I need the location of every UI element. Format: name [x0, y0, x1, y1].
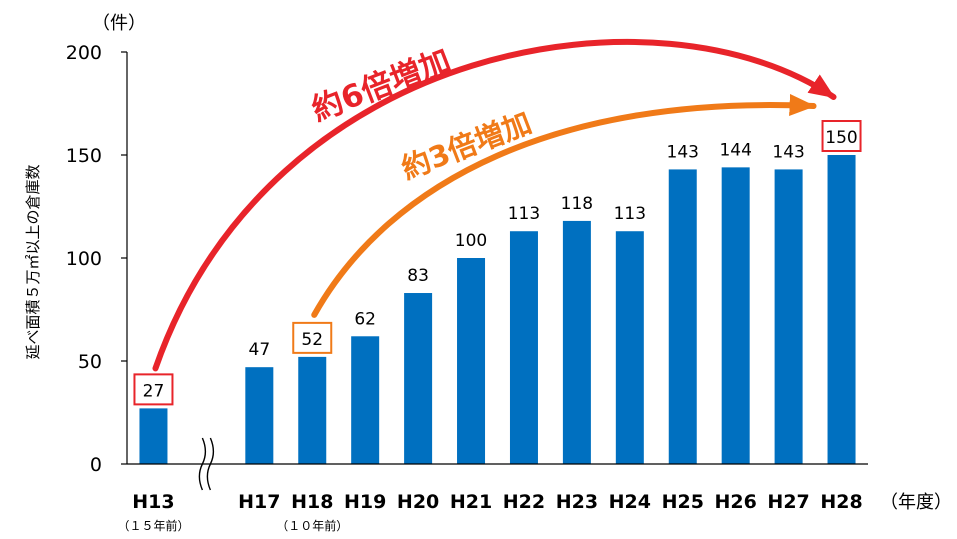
- y-tick-label: 0: [90, 454, 102, 476]
- bar-H20: [404, 293, 433, 464]
- x-tick-label-H17: H17: [238, 491, 280, 513]
- bar-H19: [351, 336, 380, 464]
- data-label-H28: 150: [825, 128, 857, 148]
- y-axis-unit: （件）: [92, 13, 146, 34]
- highlight-box-H13: [133, 373, 174, 406]
- bar-H27: [774, 169, 803, 465]
- data-label-H26: 144: [719, 140, 751, 160]
- x-tick-label-H19: H19: [344, 491, 386, 513]
- x-axis-label: （年度）: [880, 492, 952, 513]
- x-tick-label-H25: H25: [662, 491, 704, 513]
- bar-H28: [827, 155, 856, 464]
- data-label-H25: 143: [667, 142, 699, 162]
- data-label-H20: 83: [407, 266, 429, 286]
- bar-H21: [457, 258, 486, 464]
- y-tick-label: 200: [66, 42, 102, 64]
- bar-H22: [509, 231, 538, 464]
- data-label-H19: 62: [354, 309, 376, 329]
- y-axis-ticks-group: 0 50 100 150 200: [66, 42, 127, 476]
- data-label-H21: 100: [455, 231, 487, 251]
- data-label-H23: 118: [561, 194, 593, 214]
- x-tick-note-H13: （１５年前）: [117, 518, 189, 533]
- y-axis-label: 延べ面積５万㎡以上の倉庫数: [24, 164, 42, 359]
- bar-H26: [721, 167, 750, 465]
- x-tick-label-H24: H24: [609, 491, 651, 513]
- highlight-box-H18: [292, 321, 333, 354]
- x-tick-label-H20: H20: [397, 491, 439, 513]
- x-tick-label-H23: H23: [556, 491, 598, 513]
- y-tick-label: 50: [78, 351, 102, 373]
- y-tick-label: 150: [66, 145, 102, 167]
- x-tick-label-H13: H13: [132, 491, 174, 513]
- annotation-arc-1: [152, 39, 837, 372]
- annotation-label-1: 約6倍増加: [307, 43, 456, 129]
- bar-H13: [139, 408, 168, 464]
- data-label-H22: 113: [508, 204, 540, 224]
- bars-group: [139, 155, 856, 465]
- x-tick-label-H18: H18: [291, 491, 333, 513]
- x-tick-label-H27: H27: [767, 491, 809, 513]
- x-tick-label-H28: H28: [820, 491, 862, 513]
- bar-H18: [298, 356, 327, 464]
- x-tick-label-H21: H21: [450, 491, 492, 513]
- x-tick-label-H22: H22: [503, 491, 545, 513]
- bar-H23: [562, 220, 591, 464]
- bar-H25: [668, 169, 697, 465]
- data-label-H24: 113: [614, 204, 646, 224]
- bar-H24: [615, 231, 644, 464]
- x-tick-note-H18: （１０年前）: [276, 518, 348, 533]
- labels-group: 27 H13 （１５年前） 47 H17 52 H18 （１０年前） 62 H19 83 H20 100…: [117, 120, 863, 533]
- annotation-arc-2: [311, 93, 817, 318]
- data-label-H17: 47: [249, 340, 271, 360]
- data-label-H18: 52: [301, 330, 323, 350]
- highlight-box-H28: [821, 120, 862, 152]
- y-tick-label: 100: [66, 248, 102, 270]
- x-tick-label-H26: H26: [715, 491, 757, 513]
- bar-H17: [245, 367, 274, 464]
- data-label-H13: 27: [143, 381, 165, 401]
- data-label-H27: 143: [772, 142, 804, 162]
